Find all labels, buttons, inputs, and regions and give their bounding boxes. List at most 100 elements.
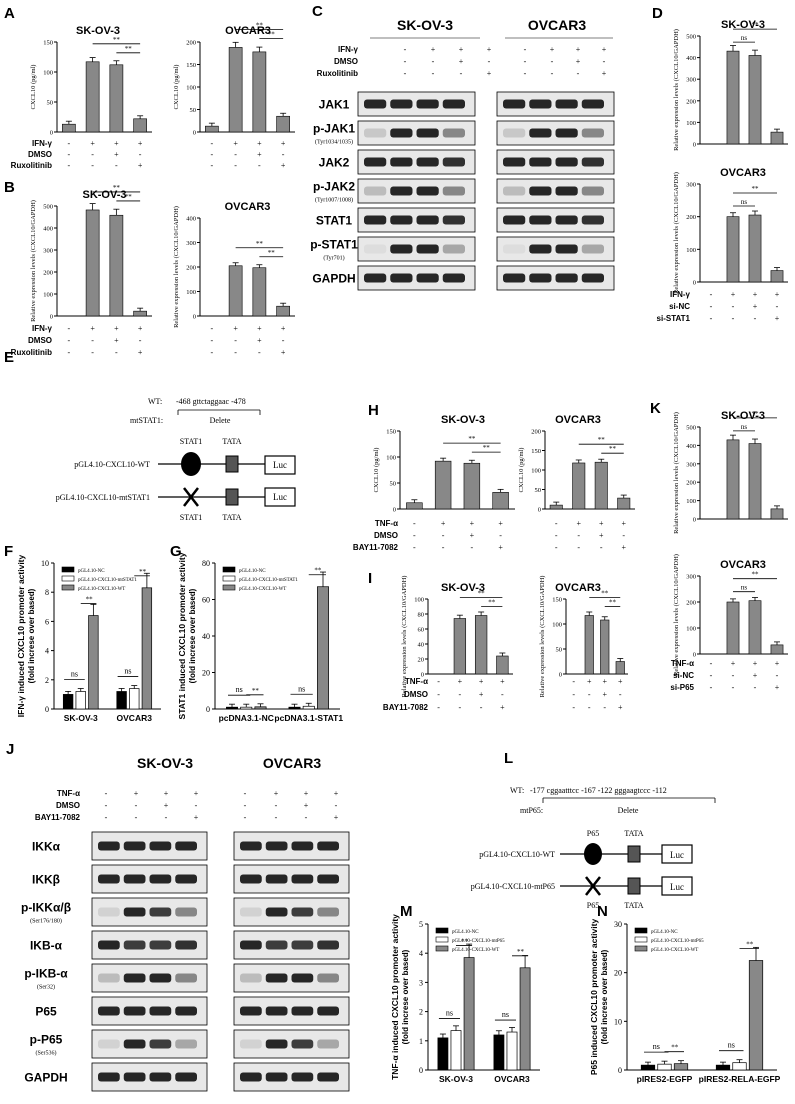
panel-letter-H: H xyxy=(368,402,379,419)
treatment-mark: + xyxy=(576,57,581,66)
treatment-mark: - xyxy=(488,57,491,66)
protein-band xyxy=(291,841,314,851)
treatment-mark: - xyxy=(413,543,416,552)
bar xyxy=(496,655,509,675)
treatment-mark: - xyxy=(710,683,713,692)
chart-title: OVCAR3 xyxy=(225,25,271,37)
protein-band xyxy=(123,874,146,884)
tata-box xyxy=(627,845,641,863)
protein-band xyxy=(240,907,262,917)
treatment-mark: + xyxy=(90,324,95,333)
protein-band xyxy=(364,128,387,138)
bar xyxy=(85,209,100,317)
bar xyxy=(715,1064,731,1071)
protein-band xyxy=(390,128,413,138)
y-axis-label: IFN-γ induced CXCL10 promoter activity xyxy=(16,554,26,717)
mut-label: mtSTAT1: xyxy=(130,416,163,425)
treatment-mark: + xyxy=(753,671,758,680)
treatment-mark: + xyxy=(487,45,492,54)
treatment-mark: + xyxy=(304,789,309,798)
y-axis-label: STAT1 induced CXCL10 promoter activity xyxy=(177,552,187,719)
blot-label: IKKβ xyxy=(32,873,60,887)
protein-band xyxy=(175,874,197,884)
blot-label: P65 xyxy=(35,1005,57,1019)
bar xyxy=(228,47,243,133)
protein-band xyxy=(175,940,197,950)
protein-band xyxy=(555,186,578,196)
protein-band xyxy=(265,1006,288,1016)
luc-label: Luc xyxy=(273,460,287,470)
y-tick-label: 4 xyxy=(45,647,49,656)
bar xyxy=(748,214,762,283)
sig-label: ** xyxy=(268,249,276,257)
protein-band xyxy=(123,1039,146,1049)
treatment-mark: - xyxy=(258,348,261,357)
treatment-mark: + xyxy=(233,324,238,333)
y-tick-label: 100 xyxy=(386,455,396,462)
legend-swatch xyxy=(61,566,75,573)
sig-label: ** xyxy=(256,240,264,248)
treatment-mark: + xyxy=(194,789,199,798)
protein-band xyxy=(581,273,604,283)
protein-band xyxy=(175,907,197,917)
y-tick-label: 0 xyxy=(618,1066,622,1075)
y-axis-label: (fold increse over based) xyxy=(188,588,197,683)
protein-band xyxy=(581,128,604,138)
y-tick-label: 50 xyxy=(47,100,54,107)
protein-band xyxy=(240,841,262,851)
sig-label: ** xyxy=(598,436,606,444)
treatment-mark: + xyxy=(550,45,555,54)
bar xyxy=(594,461,608,510)
treatment-mark: - xyxy=(555,531,558,540)
treatment-mark: + xyxy=(257,150,262,159)
tata-box xyxy=(225,455,239,473)
protein-band xyxy=(503,273,526,283)
ns-label: ns xyxy=(502,1010,509,1019)
treatment-label: BAY11-7082 xyxy=(35,813,81,822)
treatment-mark: + xyxy=(621,543,626,552)
bar xyxy=(748,443,762,520)
bar xyxy=(226,706,238,710)
treatment-label: si-STAT1 xyxy=(657,314,691,323)
y-tick-label: 100 xyxy=(686,498,696,505)
group-label: OVCAR3 xyxy=(494,1074,530,1084)
stat1-label: STAT1 xyxy=(180,513,202,522)
blot-row: IKKβ xyxy=(32,864,350,894)
y-tick-label: 60 xyxy=(202,596,210,605)
y-tick-label: 0 xyxy=(538,507,541,514)
bar xyxy=(302,705,315,710)
bar xyxy=(519,967,531,1071)
treatment-label: DMSO xyxy=(56,801,80,810)
protein-band xyxy=(98,841,120,851)
protein-band xyxy=(98,940,120,950)
blot-row: p-P65 (Ser536) xyxy=(30,1029,350,1059)
ns-label: ns xyxy=(298,684,305,693)
treatment-mark: - xyxy=(432,57,435,66)
group-label: SK-OV-3 xyxy=(64,713,98,723)
bar xyxy=(748,960,764,1071)
bar xyxy=(109,214,124,317)
treatment-mark: - xyxy=(244,813,247,822)
y-tick-label: 150 xyxy=(43,40,53,47)
treatment-mark: + xyxy=(458,677,463,686)
protein-band xyxy=(581,157,604,167)
panel-letter-I: I xyxy=(368,570,372,587)
treatment-mark: - xyxy=(234,150,237,159)
y-tick-label: 0 xyxy=(693,652,696,659)
y-tick-label: 500 xyxy=(686,425,696,432)
treatment-label: IFN-γ xyxy=(32,324,53,333)
treatment-mark: - xyxy=(603,703,606,712)
legend-label: pGL4.10-CXCL10-mtSTAT1 xyxy=(239,578,298,583)
treatment-mark: - xyxy=(275,801,278,810)
protein-band xyxy=(529,99,552,109)
protein-band xyxy=(149,940,172,950)
treatment-mark: - xyxy=(776,302,779,311)
protein-band xyxy=(317,874,339,884)
protein-band xyxy=(123,973,146,983)
protein-band xyxy=(529,186,552,196)
protein-band xyxy=(175,1072,197,1082)
treatment-label: TNF-α xyxy=(57,789,80,798)
treatment-mark: - xyxy=(211,348,214,357)
protein-band xyxy=(416,128,439,138)
protein-band xyxy=(555,273,578,283)
